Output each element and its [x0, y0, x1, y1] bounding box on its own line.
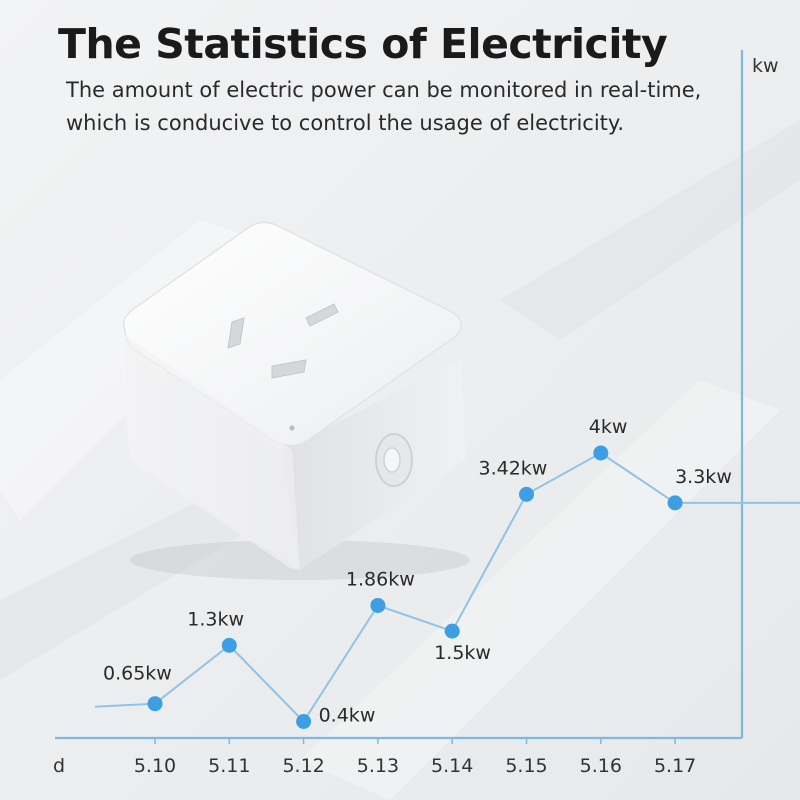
- x-tick-label: 5.17: [654, 755, 696, 777]
- data-label-5.13: 1.86kw: [346, 568, 415, 590]
- data-label-5.14: 1.5kw: [434, 642, 491, 664]
- chart-x-ticks: 5.10 5.11 5.12 5.13 5.14 5.15 5.16 5.17: [134, 755, 696, 777]
- socket-holes: [227, 303, 339, 379]
- x-tick-label: 5.15: [505, 755, 547, 777]
- data-label-5.12: 0.4kw: [319, 705, 376, 727]
- series-line: [94, 451, 800, 724]
- data-label-5.11: 1.3kw: [187, 608, 244, 630]
- data-point-5.11: [221, 637, 237, 653]
- x-tick-label: 5.13: [357, 755, 399, 777]
- chart-series: [94, 451, 800, 724]
- page-subtitle: The amount of electric power can be moni…: [66, 78, 702, 135]
- y-axis-label: kw: [752, 55, 779, 77]
- x-axis-label: d: [53, 755, 65, 777]
- data-label-5.17: 3.3kw: [675, 466, 732, 488]
- x-tick-label: 5.11: [208, 755, 250, 777]
- data-point-5.10: [147, 696, 163, 712]
- data-label-5.16: 4kw: [589, 416, 628, 438]
- page-title: The Statistics of Electricity: [58, 20, 668, 68]
- x-tick-label: 5.12: [282, 755, 324, 777]
- chart-data-labels: 0.65kw 1.3kw 0.4kw 1.86kw 1.5kw 3.42kw 4kw 3.3k…: [103, 416, 732, 727]
- x-tick-label: 5.14: [431, 755, 473, 777]
- data-point-5.16: [593, 445, 609, 461]
- data-label-5.15: 3.42kw: [479, 457, 548, 479]
- data-point-5.15: [519, 486, 534, 502]
- x-tick-label: 5.16: [580, 755, 622, 777]
- data-label-5.10: 0.65kw: [103, 663, 172, 685]
- data-point-5.13: [370, 597, 386, 613]
- data-point-5.12: [296, 714, 312, 729]
- x-tick-label: 5.10: [134, 755, 176, 777]
- chart-axes: d kw: [53, 50, 779, 777]
- data-point-5.17: [667, 495, 683, 511]
- chart-points: [147, 445, 683, 729]
- data-point-5.14: [444, 623, 460, 639]
